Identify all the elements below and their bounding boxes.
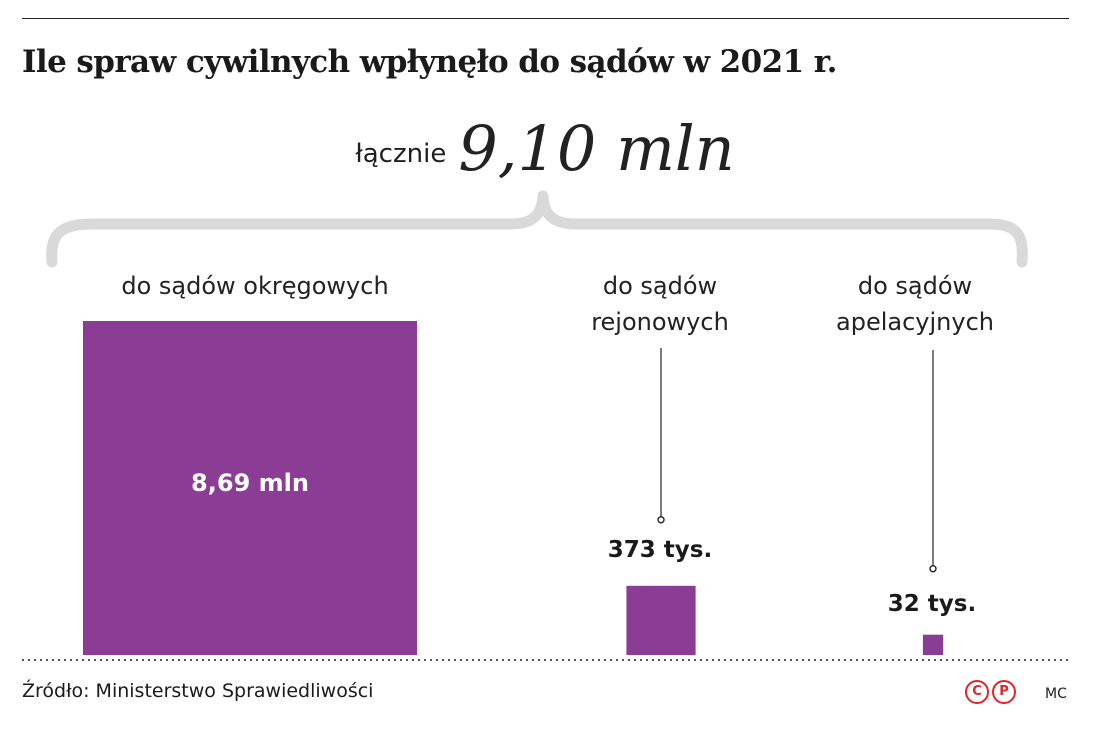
category-label-line: do sądów okręgowych (121, 272, 389, 300)
copyright-c-icon: C (965, 680, 989, 704)
category-label-line: do sądów (857, 272, 973, 300)
bar-apelacyjne (922, 634, 944, 655)
category-label-line: do sądów (602, 272, 718, 300)
bar-rejonowe (626, 585, 696, 655)
author-initials: MC (1045, 686, 1067, 702)
value-label-okregowe: 8,69 mln (191, 469, 309, 497)
source-note: Źródło: Ministerstwo Sprawiedliwości (22, 680, 374, 702)
leader-dot-rejonowe (657, 516, 665, 524)
copyright-p-icon: P (992, 680, 1016, 704)
bar-okregowe (83, 321, 417, 655)
category-label-line: apelacyjnych (836, 308, 994, 336)
publisher-logo: C P (965, 680, 1016, 704)
value-label-rejonowe: 373 tys. (607, 537, 713, 563)
chart-title: Ile spraw cywilnych wpłynęło do sądów w … (22, 44, 837, 80)
category-label-apelacyjne: do sądów apelacyjnych (800, 268, 1030, 340)
category-label-line: rejonowych (591, 308, 729, 336)
category-label-rejonowe: do sądów rejonowych (560, 268, 760, 340)
total-value: 9,10 mln (458, 112, 735, 185)
top-rule (22, 18, 1069, 19)
bars-layer (83, 321, 944, 655)
value-label-apelacyjne: 32 tys. (887, 591, 977, 617)
leader-dot-apelacyjne (929, 565, 937, 573)
total-brace (46, 190, 1028, 268)
category-label-okregowe: do sądów okręgowych (60, 268, 450, 304)
total-summary: łącznie 9,10 mln (0, 112, 1090, 185)
total-label: łącznie (355, 139, 447, 169)
